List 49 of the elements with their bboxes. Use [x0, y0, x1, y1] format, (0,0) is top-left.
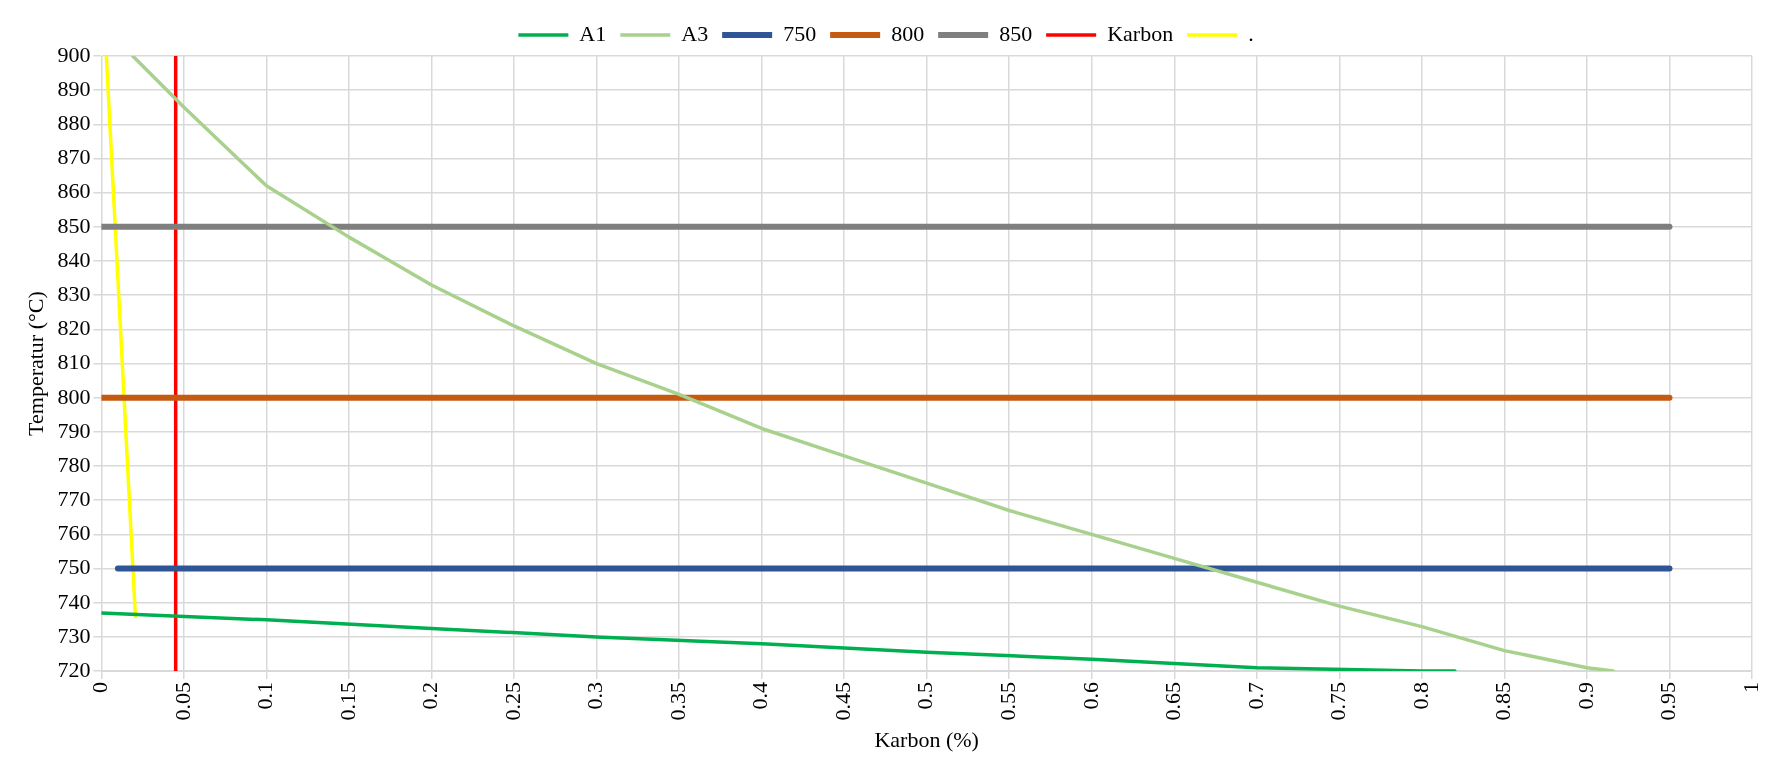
x-tick-label: 0.1 [252, 682, 278, 710]
x-tick-label: 0.55 [995, 682, 1021, 721]
y-tick-label: 890 [57, 75, 91, 101]
x-tick-label: 0.65 [1160, 682, 1186, 721]
x-tick-label: 0.5 [912, 682, 938, 710]
y-axis-title: Temperatur (°C) [22, 291, 48, 436]
y-tick-label: 760 [57, 520, 91, 546]
y-tick-label: 800 [57, 383, 91, 409]
legend-label: A3 [681, 20, 709, 46]
x-tick-label: 0.25 [499, 682, 525, 721]
x-tick-label: 0.8 [1407, 682, 1433, 710]
y-tick-label: 770 [57, 486, 91, 512]
y-tick-label: 900 [57, 41, 91, 67]
y-tick-label: 870 [57, 144, 91, 170]
x-tick-label: 0.35 [664, 682, 690, 721]
y-tick-label: 730 [57, 622, 91, 648]
x-tick-label: 1 [1737, 682, 1763, 694]
legend-label: 850 [999, 20, 1033, 46]
y-tick-label: 720 [57, 656, 91, 682]
y-tick-label: 820 [57, 315, 91, 341]
y-tick-label: 740 [57, 588, 91, 614]
legend-label: Karbon [1107, 20, 1174, 46]
y-tick-label: 830 [57, 280, 91, 306]
x-tick-label: 0.75 [1325, 682, 1351, 721]
x-tick-label: 0.95 [1655, 682, 1681, 721]
x-tick-label: 0.2 [417, 682, 443, 710]
x-tick-label: 0.7 [1242, 682, 1268, 710]
legend-label: A1 [579, 20, 607, 46]
y-tick-label: 880 [57, 110, 91, 136]
x-tick-label: 0 [87, 682, 113, 694]
legend-label: 750 [783, 20, 817, 46]
x-tick-label: 0.15 [334, 682, 360, 721]
y-tick-label: 860 [57, 178, 91, 204]
x-tick-label: 0.6 [1077, 682, 1103, 710]
legend-label: 800 [891, 20, 925, 46]
x-tick-label: 0.9 [1572, 682, 1598, 710]
x-tick-label: 0.3 [582, 682, 608, 710]
y-tick-label: 780 [57, 451, 91, 477]
x-axis-title: Karbon (%) [874, 726, 979, 752]
x-tick-label: 0.85 [1490, 682, 1516, 721]
y-tick-label: 840 [57, 246, 91, 272]
x-tick-label: 0.05 [169, 682, 195, 721]
y-tick-label: 850 [57, 212, 91, 238]
legend-label: . [1248, 20, 1254, 46]
y-tick-label: 790 [57, 417, 91, 443]
x-tick-label: 0.45 [829, 682, 855, 721]
x-tick-label: 0.4 [747, 682, 773, 710]
y-tick-label: 750 [57, 554, 91, 580]
y-tick-label: 810 [57, 349, 91, 375]
